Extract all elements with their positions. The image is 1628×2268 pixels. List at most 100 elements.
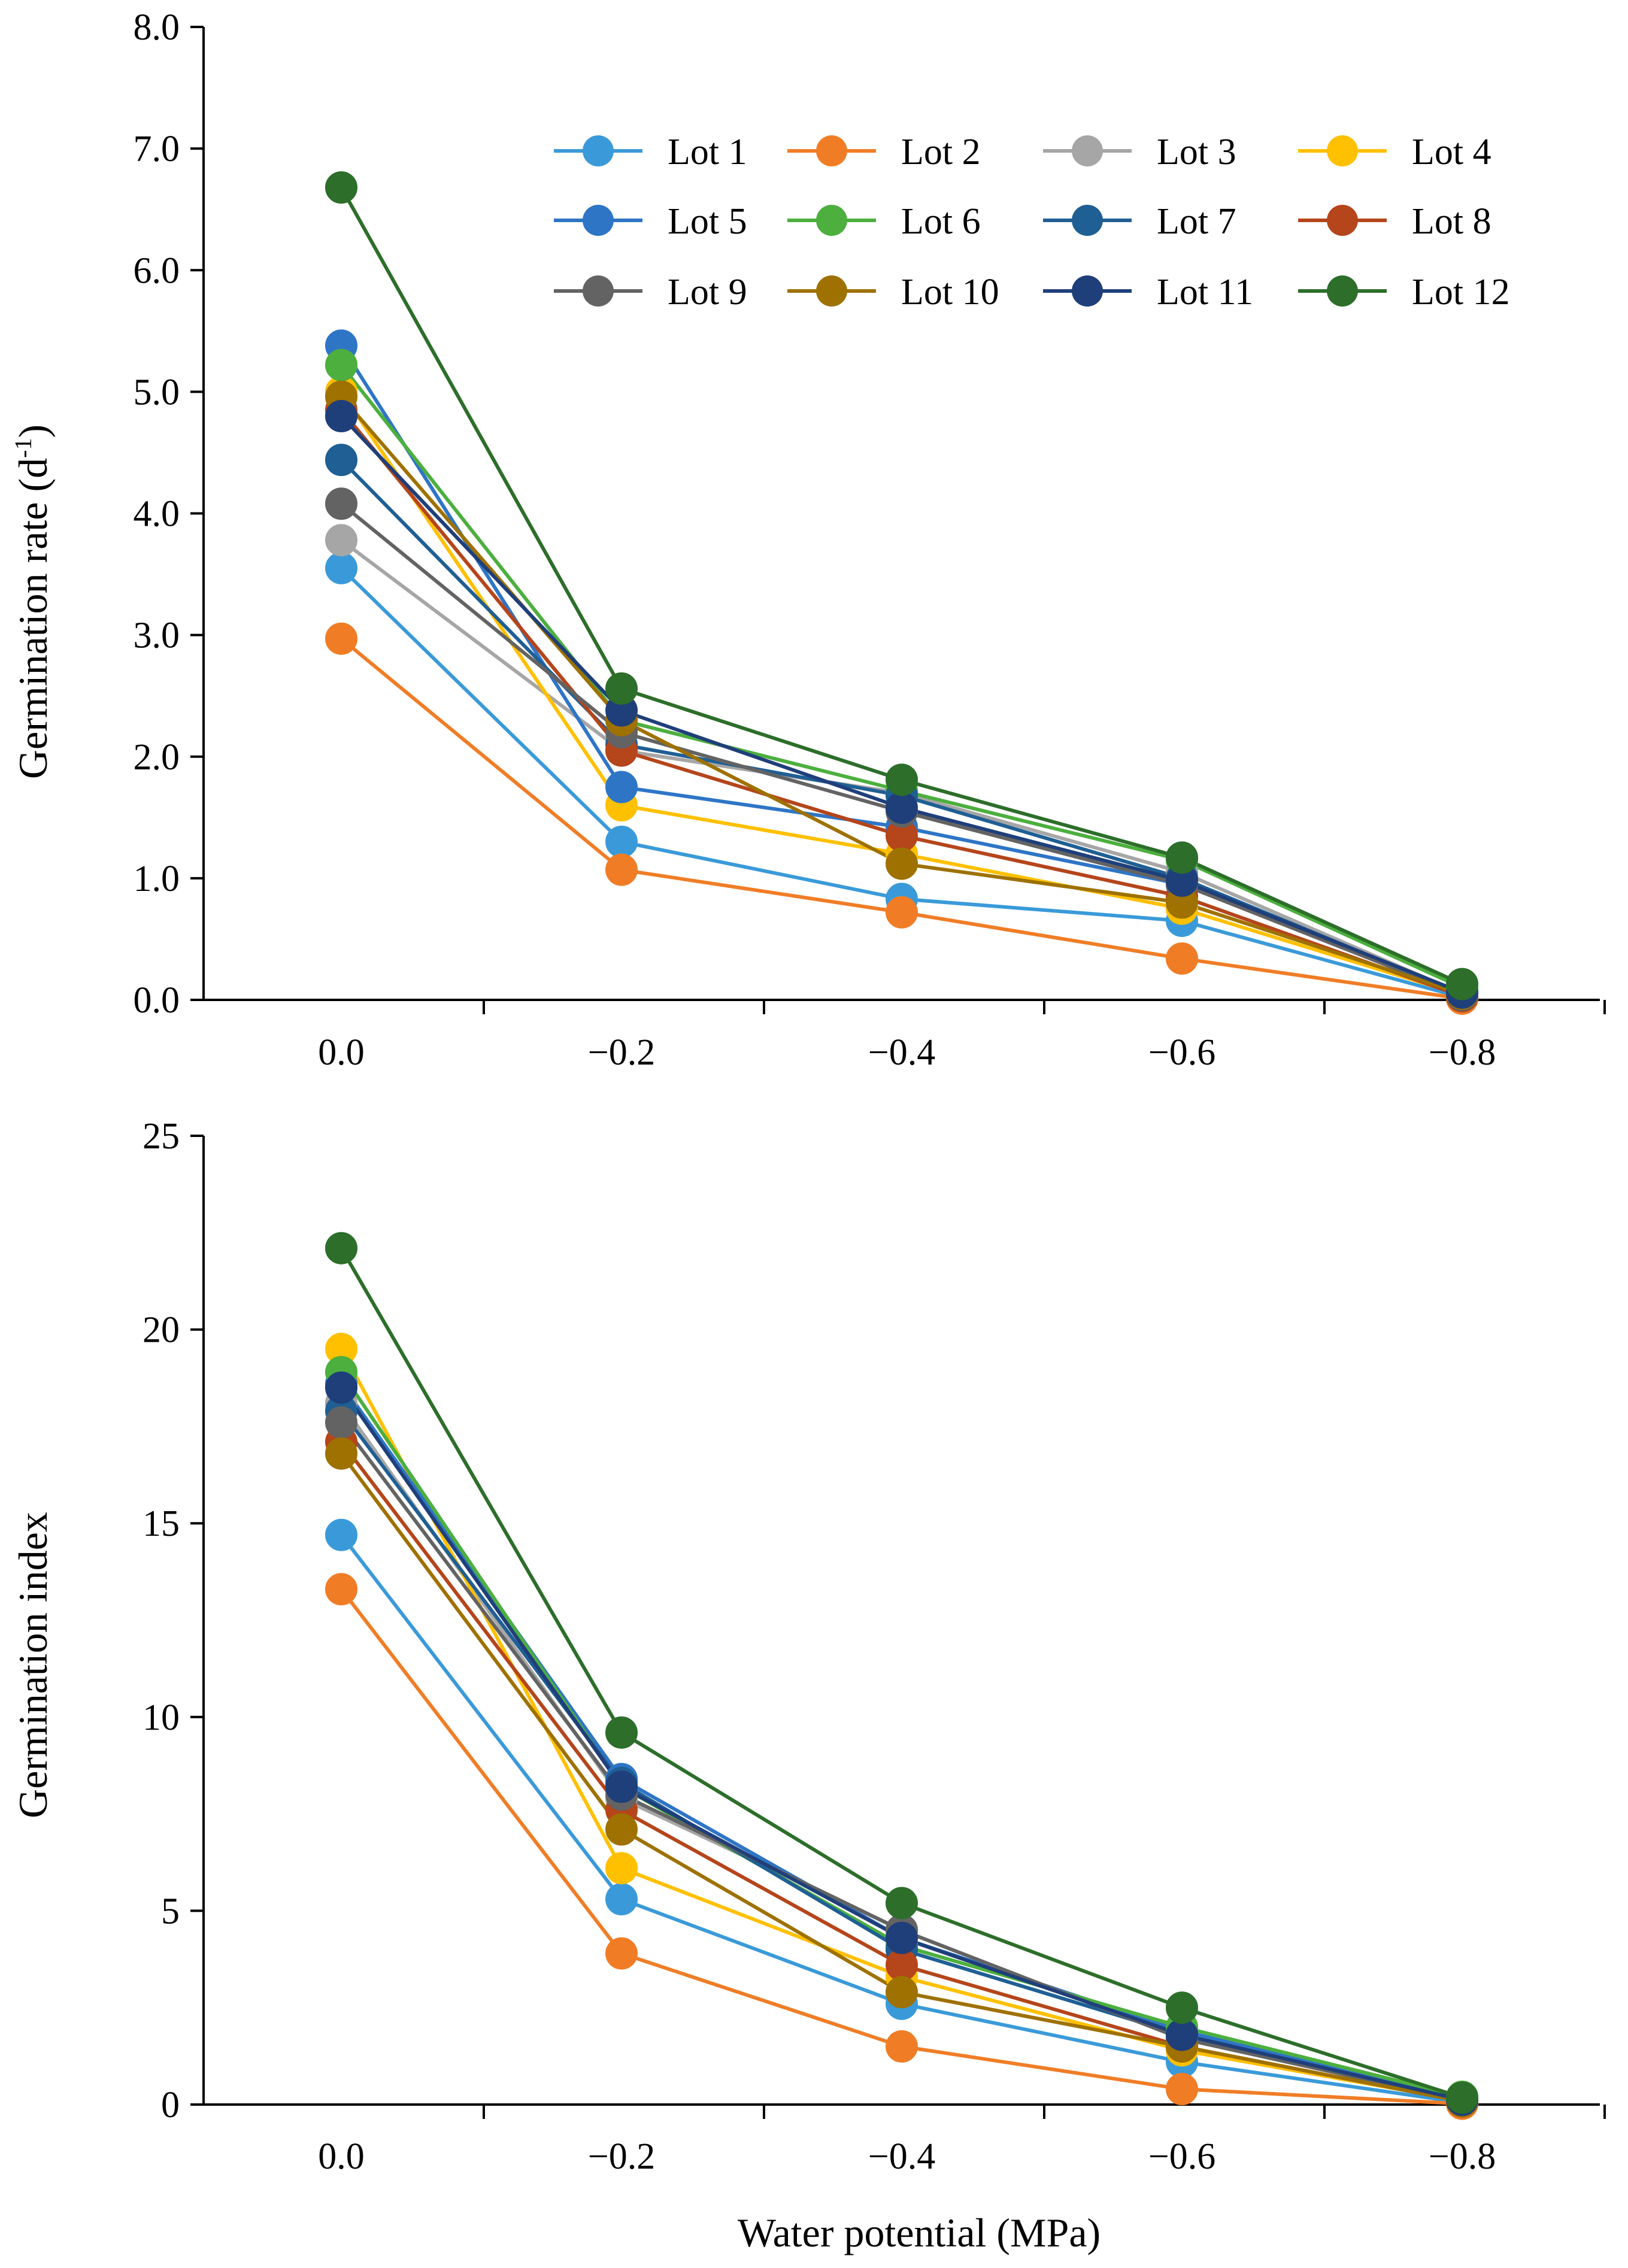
legend-item-lot-12: Lot 12 — [1298, 272, 1510, 313]
rate-point-lot-10 — [886, 847, 918, 880]
index-y-tick-label: 25 — [143, 1116, 180, 1157]
rate-point-lot-9 — [325, 487, 357, 520]
legend-item-lot-6: Lot 6 — [787, 201, 981, 242]
legend-item-lot-3: Lot 3 — [1043, 132, 1236, 172]
rate-point-lot-12 — [1166, 841, 1198, 874]
legend-swatch-marker — [583, 275, 614, 307]
index-point-lot-4 — [605, 1852, 638, 1885]
legend-label: Lot 9 — [668, 272, 747, 313]
rate-point-lot-11 — [886, 792, 918, 824]
rate-point-lot-7 — [325, 444, 357, 477]
index-y-tick-label: 10 — [143, 1697, 180, 1738]
index-point-lot-2 — [605, 1937, 638, 1970]
legend-item-lot-2: Lot 2 — [787, 132, 981, 172]
legend-swatch-marker — [1327, 205, 1358, 236]
legend-item-lot-7: Lot 7 — [1043, 201, 1236, 242]
rate-point-lot-2 — [1166, 942, 1198, 975]
index-point-lot-12 — [325, 1232, 357, 1265]
index-y-tick-label: 20 — [143, 1310, 180, 1351]
rate-point-lot-2 — [886, 896, 918, 929]
rate-y-axis-title: Germination rate (d-1) — [10, 425, 56, 779]
germination-index-chart: Germination index 0 5 10 15 20 25 0.0 −0.2 −0.4 −… — [10, 1116, 1606, 2255]
index-y-tick-label: 0 — [161, 2085, 180, 2126]
index-point-lot-2 — [886, 2030, 918, 2063]
index-point-lot-12 — [1166, 1991, 1198, 2024]
index-x-tick-label: −0.2 — [588, 2136, 655, 2177]
legend-label: Lot 11 — [1157, 272, 1253, 313]
rate-x-tick-label: 0.0 — [318, 1032, 365, 1073]
legend-label: Lot 12 — [1412, 272, 1510, 313]
rate-point-lot-1 — [605, 825, 638, 858]
rate-point-lot-1 — [325, 551, 357, 584]
index-point-lot-10 — [605, 1813, 638, 1846]
index-point-lot-10 — [325, 1437, 357, 1470]
rate-point-lot-6 — [325, 348, 357, 381]
rate-x-tick-label: −0.4 — [868, 1032, 935, 1073]
rate-y-tick-label: 0.0 — [134, 980, 180, 1021]
legend-item-lot-8: Lot 8 — [1298, 201, 1491, 242]
index-point-lot-10 — [886, 1976, 918, 2009]
index-point-lot-2 — [325, 1573, 357, 1606]
rate-x-tick-label: −0.6 — [1148, 1032, 1215, 1073]
rate-point-lot-12 — [605, 672, 638, 705]
index-x-tick-label: −0.8 — [1429, 2136, 1496, 2177]
legend-label: Lot 2 — [901, 132, 981, 172]
legend-label: Lot 8 — [1412, 201, 1491, 242]
rate-point-lot-2 — [605, 853, 638, 886]
index-y-axis-title: Germination index — [10, 1512, 56, 1818]
index-point-lot-11 — [325, 1371, 357, 1404]
index-y-tick-label: 5 — [161, 1891, 180, 1932]
rate-x-tick-label: −0.8 — [1429, 1032, 1496, 1073]
rate-point-lot-3 — [325, 524, 357, 557]
legend-item-lot-11: Lot 11 — [1043, 272, 1253, 313]
rate-y-tick-label: 6.0 — [134, 250, 180, 291]
legend-swatch-marker — [1072, 135, 1103, 166]
rate-point-lot-5 — [605, 771, 638, 803]
index-x-tick-label: −0.6 — [1148, 2136, 1215, 2177]
legend-swatch-marker — [1072, 205, 1103, 236]
legend-item-lot-9: Lot 9 — [554, 272, 747, 313]
legend-swatch-marker — [583, 205, 614, 236]
legend-swatch-marker — [1327, 135, 1358, 166]
legend-label: Lot 1 — [668, 132, 747, 172]
legend-swatch-marker — [816, 275, 847, 307]
rate-y-tick-label: 8.0 — [134, 7, 180, 48]
legend-swatch-marker — [583, 135, 614, 166]
index-point-lot-9 — [325, 1406, 357, 1439]
rate-y-tick-label: 4.0 — [134, 494, 180, 535]
rate-point-lot-2 — [325, 622, 357, 655]
index-point-lot-11 — [1166, 2018, 1198, 2051]
rate-point-lot-11 — [325, 400, 357, 432]
legend-item-lot-10: Lot 10 — [787, 272, 999, 313]
legend-swatch-marker — [1327, 275, 1358, 307]
legend-item-lot-4: Lot 4 — [1298, 132, 1491, 172]
rate-y-tick-label: 2.0 — [134, 737, 180, 778]
legend-swatch-marker — [1072, 275, 1103, 307]
rate-x-tick-label: −0.2 — [588, 1032, 655, 1073]
legend-label: Lot 7 — [1157, 201, 1236, 242]
germination-rate-chart: Germination rate (d-1) 0.0 1.0 2.0 3.0 4.0 5.… — [10, 7, 1606, 1073]
legend-swatch-marker — [816, 205, 847, 236]
index-point-lot-2 — [1166, 2073, 1198, 2106]
legend-item-lot-5: Lot 5 — [554, 201, 747, 242]
index-point-lot-1 — [325, 1518, 357, 1551]
legend: Lot 1 Lot 2 Lot 3 Lot 4 Lot 5 Lot 6 Lot 7 Lot 8… — [554, 132, 1510, 313]
index-point-lot-12 — [605, 1716, 638, 1749]
legend-label: Lot 4 — [1412, 132, 1491, 172]
legend-label: Lot 5 — [668, 201, 747, 242]
legend-label: Lot 10 — [901, 272, 999, 313]
index-point-lot-12 — [886, 1887, 918, 1920]
index-point-lot-8 — [886, 1949, 918, 1982]
rate-point-lot-12 — [886, 763, 918, 796]
rate-y-tick-label: 3.0 — [134, 615, 180, 656]
rate-y-tick-label: 1.0 — [134, 859, 180, 899]
rate-point-lot-12 — [325, 171, 357, 204]
rate-point-lot-12 — [1446, 968, 1478, 1000]
index-x-tick-label: −0.4 — [868, 2136, 935, 2177]
legend-label: Lot 3 — [1157, 132, 1236, 172]
x-axis-title: Water potential (MPa) — [738, 2210, 1101, 2255]
index-x-tick-label: 0.0 — [318, 2136, 365, 2177]
legend-swatch-marker — [816, 135, 847, 166]
index-plot-area: 0 5 10 15 20 25 0.0 −0.2 −0.4 −0.6 −0.8 — [143, 1116, 1606, 2177]
